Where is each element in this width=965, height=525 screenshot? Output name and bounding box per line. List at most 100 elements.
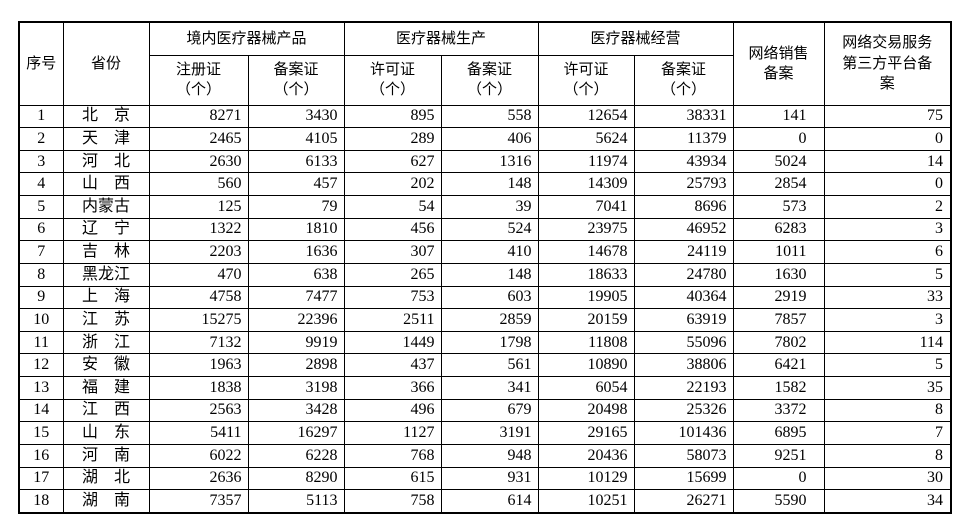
cell-value: 0	[732, 466, 825, 491]
cell-value: 24780	[633, 262, 734, 287]
cell-index: 14	[18, 398, 64, 423]
cell-value: 265	[343, 262, 442, 287]
cell-value: 23975	[537, 217, 635, 242]
cell-value: 6133	[247, 149, 345, 174]
cell-value: 1798	[440, 330, 539, 355]
col-header-network-sales-filing: 网络销售 备案	[732, 21, 825, 106]
cell-index: 12	[18, 353, 64, 377]
cell-index: 18	[18, 489, 64, 514]
cell-province: 江 苏	[62, 308, 150, 332]
cell-value: 75	[823, 104, 952, 129]
cell-value: 2919	[732, 285, 825, 310]
cell-province: 山 西	[62, 172, 150, 196]
cell-province: 内蒙古	[62, 195, 150, 219]
col-header-operation-record: 备案证 （个）	[633, 54, 734, 106]
cell-value: 406	[440, 127, 539, 151]
cell-value: 1127	[343, 421, 442, 445]
cell-value: 3	[823, 217, 952, 242]
cell-value: 114	[823, 330, 952, 355]
cell-value: 768	[343, 443, 442, 468]
cell-value: 29165	[537, 421, 635, 445]
cell-value: 4758	[148, 285, 249, 310]
cell-value: 40364	[633, 285, 734, 310]
col-header-record-cert: 备案证 （个）	[247, 54, 345, 106]
cell-value: 101436	[633, 421, 734, 445]
sub-header-row: 注册证 （个） 备案证 （个） 许可证 （个） 备案证 （个） 许可证 （个） …	[19, 54, 951, 106]
cell-value: 7132	[148, 330, 249, 355]
cell-value: 14309	[537, 172, 635, 196]
cell-value: 614	[440, 489, 539, 514]
cell-value: 8	[823, 443, 952, 468]
cell-value: 6228	[247, 443, 345, 468]
cell-value: 5411	[148, 421, 249, 445]
cell-province: 山 东	[62, 421, 150, 445]
cell-value: 46952	[633, 217, 734, 242]
cell-value: 5	[823, 353, 952, 377]
table-row: 16 河 南 6022 6228 768 948 20436 58073 9251 8	[18, 443, 952, 468]
col-group-operation: 医疗器械经营	[537, 21, 734, 56]
cell-value: 2859	[440, 308, 539, 332]
cell-province: 上 海	[62, 285, 150, 310]
table-row: 14 江 西 2563 3428 496 679 20498 25326 3372 8	[18, 398, 952, 423]
cell-value: 54	[343, 195, 442, 219]
cell-province: 辽 宁	[62, 217, 150, 242]
col-header-index: 序号	[18, 21, 64, 106]
cell-value: 19905	[537, 285, 635, 310]
cell-index: 1	[18, 104, 64, 129]
cell-value: 10129	[537, 466, 635, 491]
table-row: 17 湖 北 2636 8290 615 931 10129 15699 0 30	[18, 466, 952, 491]
cell-value: 289	[343, 127, 442, 151]
cell-value: 8	[823, 398, 952, 423]
cell-value: 679	[440, 398, 539, 423]
cell-value: 3191	[440, 421, 539, 445]
cell-value: 2630	[148, 149, 249, 174]
cell-value: 470	[148, 262, 249, 287]
cell-province: 安 徽	[62, 353, 150, 377]
cell-value: 1636	[247, 240, 345, 264]
cell-value: 561	[440, 353, 539, 377]
cell-value: 5624	[537, 127, 635, 151]
table-row: 12 安 徽 1963 2898 437 561 10890 38806 6421 5	[18, 353, 952, 377]
col-header-province: 省份	[62, 21, 150, 106]
cell-value: 2511	[343, 308, 442, 332]
cell-value: 24119	[633, 240, 734, 264]
cell-value: 3198	[247, 376, 345, 400]
cell-value: 10890	[537, 353, 635, 377]
cell-value: 627	[343, 149, 442, 174]
cell-value: 15275	[148, 308, 249, 332]
cell-index: 15	[18, 421, 64, 445]
cell-value: 5113	[247, 489, 345, 514]
cell-value: 7041	[537, 195, 635, 219]
cell-value: 15699	[633, 466, 734, 491]
table-row: 18 湖 南 7357 5113 758 614 10251 26271 5590 34	[18, 489, 952, 514]
cell-value: 1630	[732, 262, 825, 287]
cell-value: 1449	[343, 330, 442, 355]
cell-value: 456	[343, 217, 442, 242]
cell-value: 1322	[148, 217, 249, 242]
cell-value: 34	[823, 489, 952, 514]
cell-province: 江 西	[62, 398, 150, 423]
cell-value: 6895	[732, 421, 825, 445]
medical-device-statistics-table: 序号 省份 境内医疗器械产品 医疗器械生产 医疗器械经营 网络销售 备案 网络交…	[18, 21, 953, 514]
cell-value: 39	[440, 195, 539, 219]
cell-index: 16	[18, 443, 64, 468]
col-header-operation-license: 许可证 （个）	[537, 54, 635, 106]
cell-index: 8	[18, 262, 64, 287]
cell-value: 18633	[537, 262, 635, 287]
cell-value: 12654	[537, 104, 635, 129]
cell-index: 13	[18, 376, 64, 400]
cell-value: 753	[343, 285, 442, 310]
cell-value: 3430	[247, 104, 345, 129]
cell-value: 524	[440, 217, 539, 242]
cell-value: 14	[823, 149, 952, 174]
col-group-production: 医疗器械生产	[343, 21, 539, 56]
cell-value: 931	[440, 466, 539, 491]
cell-index: 10	[18, 308, 64, 332]
cell-value: 758	[343, 489, 442, 514]
cell-province: 天 津	[62, 127, 150, 151]
cell-value: 2465	[148, 127, 249, 151]
